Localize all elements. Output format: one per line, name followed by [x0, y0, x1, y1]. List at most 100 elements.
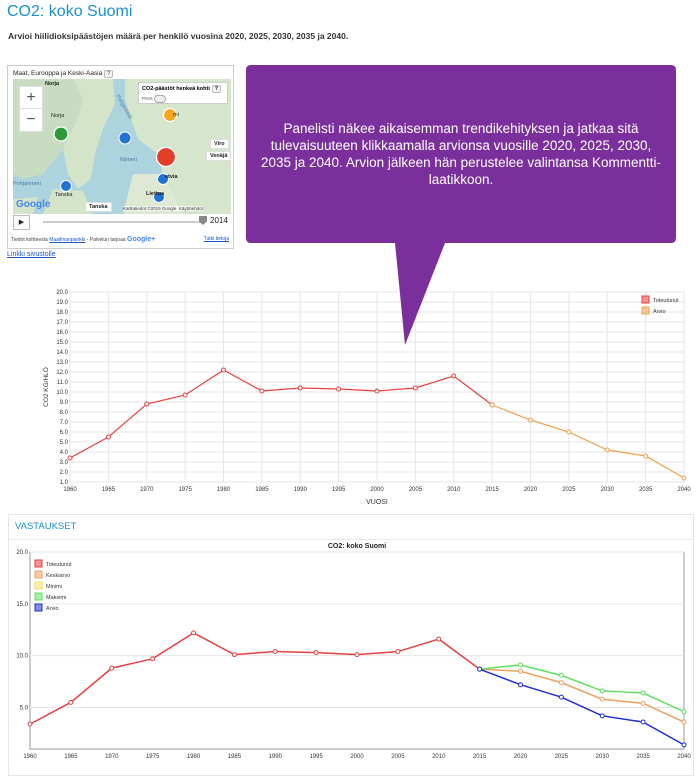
x-tick-label: 1985: [228, 754, 242, 760]
x-tick-label: 2005: [391, 754, 405, 760]
y-tick-label: 13.0: [56, 360, 68, 366]
legend-label: Arvio: [653, 309, 666, 315]
x-tick-label: 2025: [555, 754, 569, 760]
x-tick-label: 1985: [255, 487, 269, 493]
zoom-out-button[interactable]: −: [19, 108, 43, 132]
x-tick-label: 1965: [64, 754, 78, 760]
legend-swatch: [641, 295, 650, 304]
y-tick-label: 10.0: [56, 390, 68, 396]
data-point-arvio: [681, 742, 687, 748]
chart-trend[interactable]: 1.0 2.0 3.0 4.0 5.0 6.0 7.0 8.0 9.0 10.0 11.0 12.0 1…: [0, 283, 700, 513]
data-point-toteutunut: [395, 649, 401, 655]
legend-swatch: [34, 603, 43, 612]
y-tick-label: 17.0: [56, 320, 68, 326]
year-slider-track[interactable]: [43, 221, 203, 223]
page-title: CO2: koko Suomi: [7, 3, 133, 20]
map-credit: Karttatiedot ©2019 Google Käyttöehdot: [123, 206, 203, 211]
toggle-knob-icon: [154, 95, 167, 103]
y-tick-label: 9.0: [60, 400, 69, 406]
legend-swatch: [34, 592, 43, 601]
map-area[interactable]: + − Norja Norja mi Viro Venäjä atvia Lie…: [13, 79, 231, 214]
x-tick-label: 1980: [187, 754, 201, 760]
data-point-keskiarvo: [640, 700, 646, 706]
marker-russia[interactable]: [155, 146, 177, 168]
data-point-keskiarvo: [599, 696, 605, 702]
x-tick-label: 1975: [178, 487, 192, 493]
map-label-norway: Norja: [51, 113, 65, 119]
data-point-maksimi: [681, 709, 687, 715]
data-point-toteutunut: [27, 721, 33, 727]
co2-toggle-switch[interactable]: POIS: [142, 95, 224, 103]
data-point-toteutunut: [191, 630, 196, 636]
data-point-toteutunut: [67, 455, 73, 461]
x-tick-label: 2000: [350, 754, 364, 760]
marker-lithuania[interactable]: [153, 191, 165, 203]
world-bank-link[interactable]: Maailmanpankki: [49, 237, 86, 243]
data-point-keskiarvo: [558, 680, 564, 686]
x-tick-label: 2015: [473, 754, 487, 760]
x-tick-label: 2000: [370, 487, 384, 493]
series-line-toteutunut: [69, 369, 493, 459]
data-point-arvio: [558, 694, 564, 700]
data-point-toteutunut: [221, 367, 226, 373]
data-point-toteutunut: [144, 401, 150, 407]
x-tick-label: 2005: [409, 487, 423, 493]
marker-sweden[interactable]: [118, 131, 132, 145]
x-tick-label: 2030: [596, 754, 610, 760]
series-line-arvio: [479, 668, 685, 746]
help-icon[interactable]: ?: [104, 70, 114, 78]
toggle-help-icon[interactable]: ?: [211, 85, 221, 93]
y-tick-label: 16.0: [56, 330, 68, 336]
y-tick-label: 11.0: [57, 380, 69, 386]
x-tick-label: 2010: [447, 487, 461, 493]
map-label-finland: mi: [173, 112, 179, 118]
x-tick-label: 1960: [23, 754, 37, 760]
explore-data-link[interactable]: Tutki tietoja: [203, 236, 229, 242]
zoom-in-button[interactable]: +: [19, 86, 43, 110]
data-point-arvio: [640, 719, 646, 725]
series-line-maksimi: [479, 664, 685, 713]
legend-label: Maksimi: [46, 595, 66, 601]
map-widget: Maat, Eurooppa ja Keski-Aasia? + − Norja…: [7, 65, 234, 249]
site-link[interactable]: Linkki sivustolle: [7, 251, 56, 258]
google-logo: Google: [16, 199, 51, 210]
map-region-label: Maat, Eurooppa ja Keski-Aasia?: [13, 70, 114, 78]
year-label: 2014: [210, 216, 228, 225]
x-tick-label: 1980: [217, 487, 231, 493]
data-point-toteutunut: [150, 656, 156, 662]
y-axis-label: CO2 KG/HLÖ: [42, 367, 50, 407]
legend-label: Arvio: [46, 606, 59, 612]
x-tick-label: 1990: [269, 754, 283, 760]
terms-link[interactable]: Käyttöehdot: [178, 206, 203, 211]
y-tick-label: 14.0: [56, 350, 68, 356]
answers-title: VASTAUKSET: [15, 521, 77, 532]
x-tick-label: 2040: [677, 487, 691, 493]
page-subtitle: Arvioi hiilidioksipäästöjen määrä per he…: [8, 31, 349, 41]
map-label-north-sea: Pohjanmeri: [13, 181, 41, 187]
map-footer: Tiedot kohteesta Maailmanpankki - Palvel…: [11, 236, 229, 243]
y-tick-label: 15.0: [56, 340, 68, 346]
play-button[interactable]: ▶: [13, 215, 30, 230]
y-tick-label: 12.0: [56, 370, 68, 376]
x-tick-label: 2020: [514, 754, 528, 760]
google-plus-logo: Google+: [127, 236, 156, 243]
marker-finland[interactable]: [162, 107, 178, 123]
data-point-arvio: [643, 453, 649, 459]
marker-latvia[interactable]: [157, 173, 169, 185]
legend-swatch: [641, 306, 650, 315]
legend-label: Keskiarvo: [46, 573, 70, 579]
map-label-denmark-box: Tanska: [85, 202, 112, 212]
y-tick-label: 5.0: [60, 440, 69, 446]
plot-area: [29, 551, 685, 750]
data-point-toteutunut: [436, 636, 442, 642]
y-tick-label: 15.0: [16, 602, 28, 608]
legend-label: Toteutunut: [46, 562, 72, 568]
chart-answers[interactable]: 5.0 10.0 15.0 20.0 1960 1965 1970 1975 1980 1985 1…: [0, 537, 700, 774]
data-point-arvio: [477, 666, 483, 672]
marker-norway[interactable]: [53, 126, 69, 142]
data-point-toteutunut: [374, 388, 380, 394]
year-slider-handle[interactable]: [199, 216, 207, 225]
x-tick-label: 1960: [63, 487, 77, 493]
marker-denmark[interactable]: [60, 180, 72, 192]
data-point-arvio: [604, 447, 610, 453]
